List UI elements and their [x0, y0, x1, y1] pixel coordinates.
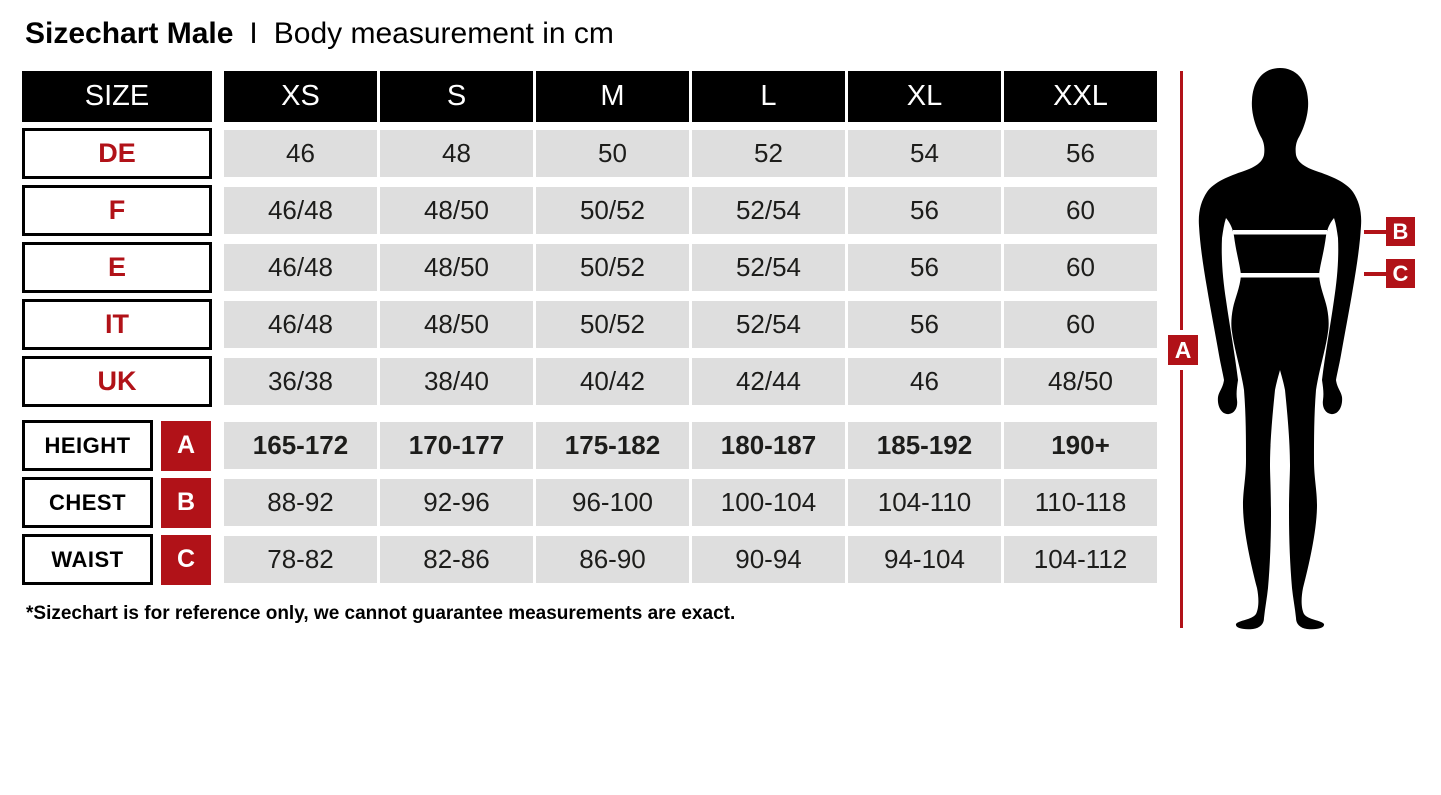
cell-e-m: 50/52: [536, 244, 689, 291]
row-label-height: HEIGHT: [22, 420, 153, 471]
cell-f-l: 52/54: [692, 187, 845, 234]
cell-uk-xl: 46: [848, 358, 1001, 405]
waist-line: [1239, 273, 1320, 278]
cell-waist-l: 90-94: [692, 536, 845, 583]
row-label-uk: UK: [22, 356, 212, 407]
column-header-xs: XS: [224, 71, 377, 122]
title-separator: I: [249, 17, 258, 50]
title-subtitle: Body measurement in cm: [273, 17, 614, 50]
silhouette-body: [1198, 68, 1362, 630]
cell-f-xl: 56: [848, 187, 1001, 234]
cell-height-m: 175-182: [536, 422, 689, 469]
cell-height-s: 170-177: [380, 422, 533, 469]
column-header-l: L: [692, 71, 845, 122]
cell-e-xs: 46/48: [224, 244, 377, 291]
table-row-f: F 46/48 48/50 50/52 52/54 56 60: [22, 185, 1158, 236]
cell-chest-xxl: 110-118: [1004, 479, 1157, 526]
cell-it-s: 48/50: [380, 301, 533, 348]
cell-waist-xxl: 104-112: [1004, 536, 1157, 583]
cell-de-xs: 46: [224, 130, 377, 177]
cell-uk-xs: 36/38: [224, 358, 377, 405]
cell-f-m: 50/52: [536, 187, 689, 234]
cell-it-xl: 56: [848, 301, 1001, 348]
marker-a-square: A: [161, 420, 211, 471]
sizechart-table: SIZE XS S M L XL XXL DE 46 48 50 52 54 5…: [22, 71, 1158, 591]
marker-c-badge: C: [1386, 259, 1415, 288]
cell-f-xxl: 60: [1004, 187, 1157, 234]
marker-b-square: B: [161, 477, 211, 528]
column-header-s: S: [380, 71, 533, 122]
cell-e-xxl: 60: [1004, 244, 1157, 291]
cell-de-l: 52: [692, 130, 845, 177]
cell-height-xxl: 190+: [1004, 422, 1157, 469]
cell-height-xl: 185-192: [848, 422, 1001, 469]
table-row-e: E 46/48 48/50 50/52 52/54 56 60: [22, 242, 1158, 293]
cell-waist-m: 86-90: [536, 536, 689, 583]
row-label-e: E: [22, 242, 212, 293]
cell-chest-xl: 104-110: [848, 479, 1001, 526]
size-header-box: SIZE: [22, 71, 212, 122]
row-label-chest: CHEST: [22, 477, 153, 528]
male-silhouette: [1198, 68, 1362, 630]
row-label-waist: WAIST: [22, 534, 153, 585]
cell-waist-xl: 94-104: [848, 536, 1001, 583]
cell-chest-l: 100-104: [692, 479, 845, 526]
cell-de-s: 48: [380, 130, 533, 177]
title-main: Sizechart Male: [25, 17, 234, 50]
cell-e-l: 52/54: [692, 244, 845, 291]
cell-de-m: 50: [536, 130, 689, 177]
cell-height-xs: 165-172: [224, 422, 377, 469]
marker-c-connector: [1364, 272, 1386, 276]
column-header-m: M: [536, 71, 689, 122]
column-header-xl: XL: [848, 71, 1001, 122]
cell-it-l: 52/54: [692, 301, 845, 348]
table-row-uk: UK 36/38 38/40 40/42 42/44 46 48/50: [22, 356, 1158, 407]
cell-chest-m: 96-100: [536, 479, 689, 526]
cell-e-s: 48/50: [380, 244, 533, 291]
table-row-height: HEIGHT A 165-172 170-177 175-182 180-187…: [22, 420, 1158, 471]
cell-height-l: 180-187: [692, 422, 845, 469]
row-label-f: F: [22, 185, 212, 236]
cell-de-xxl: 56: [1004, 130, 1157, 177]
marker-c-square: C: [161, 534, 211, 585]
footnote: *Sizechart is for reference only, we can…: [26, 603, 736, 624]
cell-it-xs: 46/48: [224, 301, 377, 348]
cell-de-xl: 54: [848, 130, 1001, 177]
table-row-waist: WAIST C 78-82 82-86 86-90 90-94 94-104 1…: [22, 534, 1158, 585]
cell-f-s: 48/50: [380, 187, 533, 234]
cell-uk-m: 40/42: [536, 358, 689, 405]
table-row-de: DE 46 48 50 52 54 56: [22, 128, 1158, 179]
row-label-de: DE: [22, 128, 212, 179]
cell-e-xl: 56: [848, 244, 1001, 291]
cell-it-xxl: 60: [1004, 301, 1157, 348]
cell-chest-xs: 88-92: [224, 479, 377, 526]
cell-waist-s: 82-86: [380, 536, 533, 583]
cell-chest-s: 92-96: [380, 479, 533, 526]
cell-waist-xs: 78-82: [224, 536, 377, 583]
header-row: SIZE XS S M L XL XXL: [22, 71, 1158, 122]
cell-uk-xxl: 48/50: [1004, 358, 1157, 405]
marker-a-badge: A: [1168, 335, 1198, 365]
size-header-cell: SIZE: [22, 71, 221, 122]
table-row-it: IT 46/48 48/50 50/52 52/54 56 60: [22, 299, 1158, 350]
marker-b-badge: B: [1386, 217, 1415, 246]
row-label-it: IT: [22, 299, 212, 350]
cell-uk-l: 42/44: [692, 358, 845, 405]
page-title: Sizechart Male I Body measurement in cm: [25, 16, 614, 52]
column-header-xxl: XXL: [1004, 71, 1157, 122]
cell-f-xs: 46/48: [224, 187, 377, 234]
table-row-chest: CHEST B 88-92 92-96 96-100 100-104 104-1…: [22, 477, 1158, 528]
marker-b-connector: [1364, 230, 1386, 234]
chest-line: [1233, 230, 1327, 235]
cell-uk-s: 38/40: [380, 358, 533, 405]
cell-it-m: 50/52: [536, 301, 689, 348]
